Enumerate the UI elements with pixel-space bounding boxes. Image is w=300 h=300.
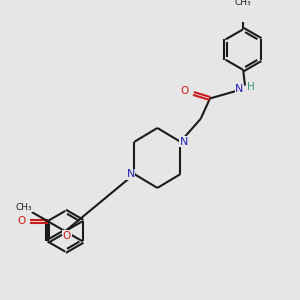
Text: N: N bbox=[126, 169, 135, 179]
Text: N: N bbox=[235, 84, 244, 94]
Text: N: N bbox=[180, 137, 188, 147]
Text: CH₃: CH₃ bbox=[235, 0, 251, 7]
Text: H: H bbox=[247, 82, 254, 92]
Text: CH₃: CH₃ bbox=[16, 203, 32, 212]
Text: O: O bbox=[181, 86, 189, 96]
Text: O: O bbox=[17, 216, 25, 226]
Text: O: O bbox=[63, 231, 71, 241]
